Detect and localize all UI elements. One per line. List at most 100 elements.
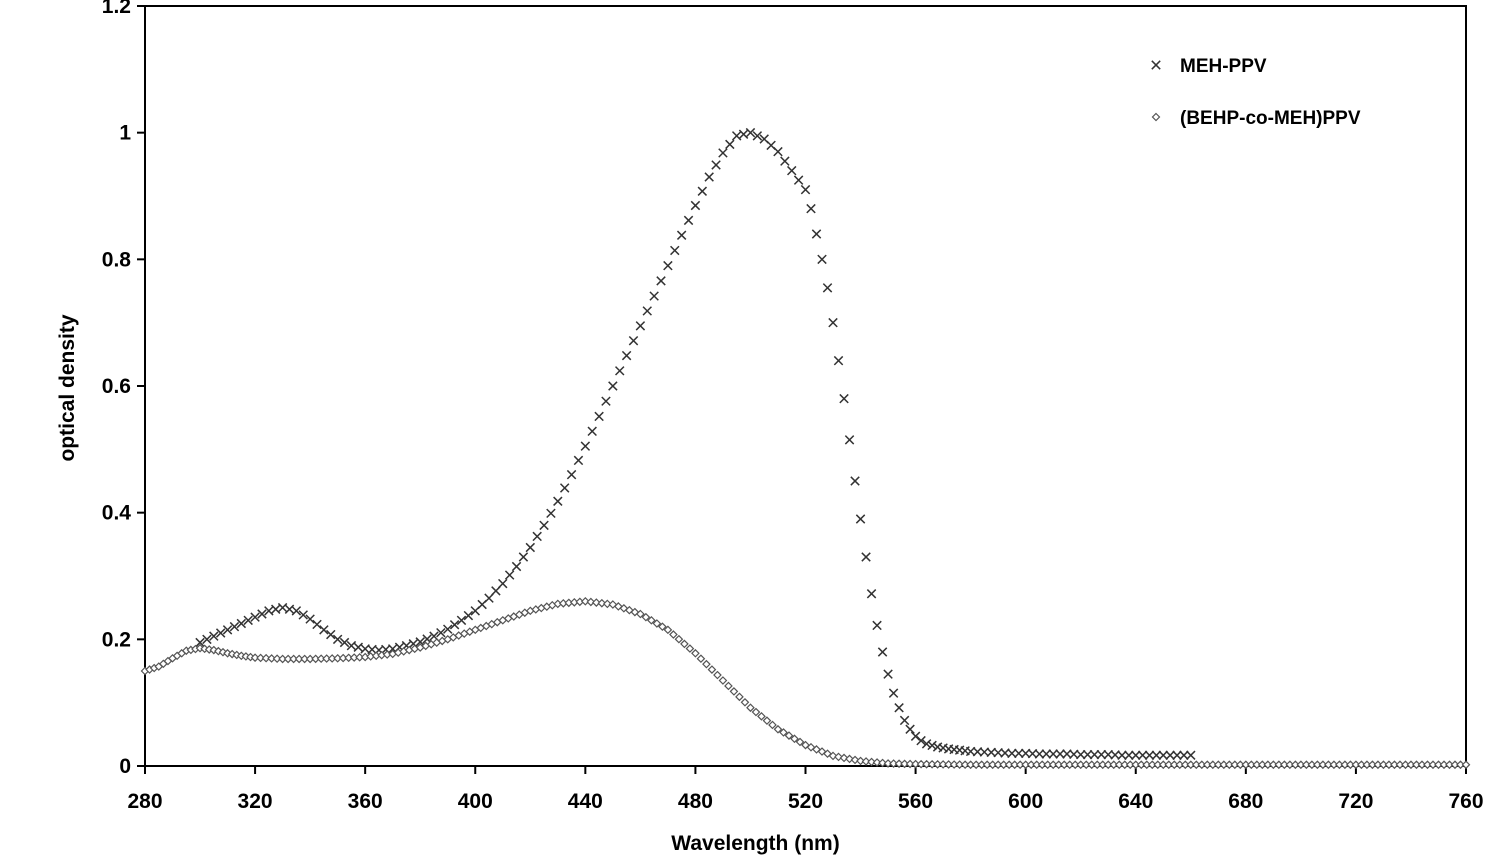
data-point [491, 586, 501, 596]
data-point [658, 622, 667, 632]
data-point [195, 637, 205, 648]
data-point [339, 637, 350, 648]
data-point [298, 610, 308, 620]
data-point [652, 619, 662, 628]
y-axis-title: optical density [56, 314, 79, 461]
data-point [1165, 750, 1175, 760]
data-point [229, 621, 240, 632]
legend-entry-behp-co-meh-ppv: (BEHP-co-MEH)PPV [1151, 108, 1361, 129]
data-point [257, 609, 267, 619]
data-point [707, 665, 717, 674]
data-point [850, 755, 860, 765]
data-point [800, 184, 811, 195]
data-point [861, 552, 871, 562]
data-point [1158, 750, 1169, 760]
data-point [663, 260, 673, 271]
data-point [656, 276, 666, 286]
x-tick-label: 520 [788, 790, 823, 813]
data-point [949, 760, 959, 769]
data-point [676, 230, 687, 240]
data-point [641, 612, 651, 622]
data-point [944, 760, 953, 769]
data-point [436, 627, 446, 638]
data-point [738, 129, 749, 139]
data-point [735, 692, 744, 702]
legend-marker [1151, 112, 1161, 122]
x-axis-title: Wavelength (nm) [671, 832, 839, 855]
data-point [449, 620, 460, 630]
data-point [933, 760, 942, 769]
data-point [702, 659, 711, 669]
x-tick-label: 400 [458, 790, 493, 813]
legend: MEH-PPV (BEHP-co-MEH)PPV [1151, 56, 1361, 129]
data-point [264, 606, 274, 616]
data-point [683, 215, 694, 226]
data-point [635, 321, 646, 331]
legend-label-meh-ppv: MEH-PPV [1180, 56, 1267, 77]
x-axis-ticks: 280 320 360 400 440 480 520 560 600 640 680 720 760 [127, 766, 1484, 813]
data-point [1041, 749, 1052, 759]
data-point [1014, 748, 1024, 759]
data-point [697, 186, 708, 196]
data-point [243, 615, 253, 626]
data-point [615, 366, 625, 376]
data-point [291, 606, 302, 616]
data-point [566, 469, 577, 480]
data-point [888, 688, 899, 698]
data-point [696, 654, 706, 664]
data-point [718, 676, 728, 685]
data-point [670, 245, 680, 256]
data-point [768, 720, 777, 730]
data-point [905, 759, 915, 769]
data-point [518, 552, 529, 562]
x-tick-label: 280 [127, 790, 162, 813]
data-point [845, 754, 854, 764]
data-point [844, 435, 855, 445]
data-point [484, 593, 494, 603]
x-tick-label: 440 [568, 790, 603, 813]
data-point [525, 542, 536, 553]
data-point [850, 476, 860, 486]
x-tick-label: 680 [1228, 790, 1263, 813]
data-point [921, 739, 932, 749]
data-point [746, 703, 755, 713]
data-point [498, 578, 508, 589]
data-point [250, 653, 260, 663]
data-point [1075, 749, 1086, 760]
data-point [752, 131, 763, 141]
data-point [855, 514, 866, 524]
data-point [222, 625, 233, 635]
legend-marker [1151, 60, 1161, 70]
data-point [889, 759, 898, 768]
data-point [911, 759, 920, 769]
data-point [872, 758, 882, 767]
data-point [1186, 750, 1196, 760]
data-point [597, 598, 607, 608]
y-tick-label: 0 [119, 755, 131, 778]
data-point [580, 441, 591, 451]
data-point [833, 355, 844, 366]
data-point [1007, 748, 1017, 759]
data-series [140, 127, 1471, 770]
data-point [916, 735, 926, 746]
data-point [621, 350, 632, 361]
data-point [955, 760, 964, 769]
y-tick-label: 0.2 [102, 628, 131, 651]
legend-marker-diamond-icon [1151, 112, 1161, 122]
data-point [669, 630, 678, 639]
data-point [647, 615, 656, 625]
x-tick-label: 480 [678, 790, 713, 813]
data-point [1034, 749, 1045, 759]
legend-entry-meh-ppv: MEH-PPV [1151, 56, 1267, 77]
data-point [691, 648, 700, 658]
data-point [834, 752, 843, 762]
data-point [504, 570, 515, 580]
data-point [751, 707, 761, 717]
data-point [539, 520, 549, 531]
data-point [793, 175, 804, 185]
y-tick-label: 1 [119, 122, 131, 145]
data-point [587, 426, 597, 437]
data-point [250, 612, 260, 622]
data-point [817, 254, 827, 265]
